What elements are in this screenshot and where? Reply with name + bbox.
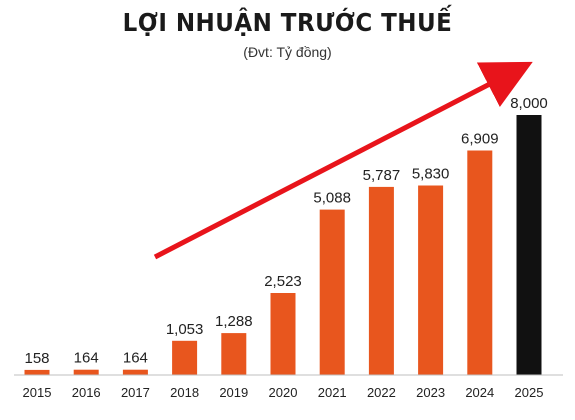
bar-2016 [73,369,99,375]
chart-subtitle: (Đvt: Tỷ đồng) [243,44,332,60]
bar-2021 [319,209,345,375]
bar-2015 [24,369,50,375]
x-tick-2020: 2020 [269,385,298,400]
value-label-2024: 6,909 [461,131,499,148]
chart-title: LỢI NHUẬN TRƯỚC THUẾ [122,8,453,37]
x-tick-2023: 2023 [416,385,445,400]
bar-2017 [122,369,148,375]
value-label-2020: 2,523 [264,273,302,290]
value-label-2018: 1,053 [166,321,204,338]
bar-2019 [221,333,247,375]
x-tick-2015: 2015 [23,385,52,400]
x-tick-2019: 2019 [219,385,248,400]
bar-2020 [270,293,296,375]
x-tick-2024: 2024 [465,385,494,400]
value-label-2015: 158 [24,350,49,367]
x-tick-2022: 2022 [367,385,396,400]
x-tick-2016: 2016 [72,385,101,400]
value-label-2023: 5,830 [412,166,450,183]
bar-2025 [516,115,542,375]
bar-2024 [467,150,493,375]
bar-2022 [368,186,394,375]
value-label-2021: 5,088 [313,190,351,207]
value-label-2017: 164 [123,350,148,367]
x-tick-labels: 2015 2016 2017 2018 2019 2020 2021 2022 2023 2024… [23,385,544,400]
x-tick-2017: 2017 [121,385,150,400]
value-label-2025: 8,000 [510,95,548,112]
value-label-2022: 5,787 [363,167,401,184]
x-tick-2018: 2018 [170,385,199,400]
bar-2023 [418,185,444,375]
x-tick-2025: 2025 [515,385,544,400]
bar-2018 [172,340,198,375]
bars-layer: 158 164 164 1,053 1,288 2,523 5,088 5,787 5,830 6… [24,95,548,375]
x-tick-2021: 2021 [318,385,347,400]
value-label-2016: 164 [74,350,99,367]
value-label-2019: 1,288 [215,313,253,330]
trend-arrow-icon [153,61,533,260]
